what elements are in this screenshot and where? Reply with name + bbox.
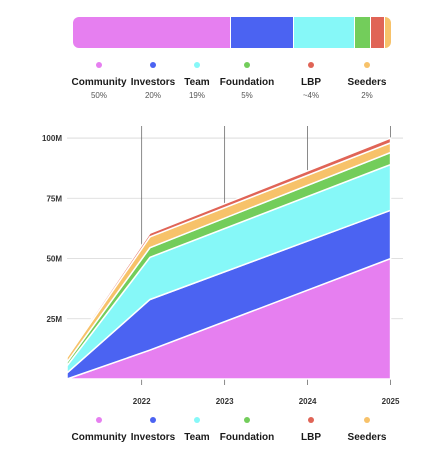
legend-dot-lbp — [308, 62, 314, 68]
legend-item-seeders: Seeders — [327, 417, 407, 443]
legend-dot-community — [96, 62, 102, 68]
bar-segment-lbp — [370, 17, 384, 48]
legend-label: Foundation — [219, 77, 275, 88]
legend-dot-investors — [150, 62, 156, 68]
legend-dot-lbp — [308, 417, 314, 423]
legend-percent: 20% — [144, 91, 161, 100]
legend-label: Community — [71, 77, 127, 88]
legend-label: Team — [184, 77, 210, 88]
legend-label: LBP — [301, 77, 321, 88]
area-seeders — [66, 137, 392, 359]
legend-label: Investors — [130, 77, 176, 88]
legend-item-community: Community — [59, 417, 139, 443]
y-tick-label: 75M — [46, 194, 62, 203]
top-legend: Community 50% Investors 20% Team 19% Foundatio… — [0, 62, 422, 102]
legend-percent: 2% — [361, 91, 373, 100]
x-tick-label: 2025 — [382, 397, 400, 406]
bar-segment-investors — [229, 17, 294, 48]
bar-segment-community — [73, 17, 230, 48]
legend-item-investors: Investors — [113, 417, 193, 443]
legend-item-community: Community 50% — [59, 62, 139, 100]
legend-item-investors: Investors 20% — [113, 62, 193, 100]
y-tick-label: 25M — [46, 315, 62, 324]
bar-segment-foundation — [353, 17, 371, 48]
legend-item-lbp: LBP — [271, 417, 351, 443]
legend-percent: 50% — [90, 91, 107, 100]
x-tick-label: 2022 — [133, 397, 151, 406]
legend-dot-seeders — [364, 62, 370, 68]
legend-item-team: Team — [157, 417, 237, 443]
legend-label: Investors — [130, 432, 176, 443]
legend-label: Seeders — [347, 432, 387, 443]
bar-segment-team — [293, 17, 354, 48]
legend-dot-team — [194, 417, 200, 423]
legend-item-foundation: Foundation — [207, 417, 287, 443]
legend-percent: ~4% — [302, 91, 320, 100]
legend-label: Seeders — [347, 77, 387, 88]
bar-segment-seeders — [383, 17, 391, 48]
legend-item-foundation: Foundation 5% — [207, 62, 287, 100]
legend-dot-investors — [150, 417, 156, 423]
legend-label: Community — [71, 432, 127, 443]
legend-dot-team — [194, 62, 200, 68]
x-tick-label: 2023 — [216, 397, 234, 406]
legend-label: Team — [184, 432, 210, 443]
bottom-legend: Community Investors Team Foundation LBP Seede… — [0, 417, 422, 457]
legend-dot-foundation — [244, 62, 250, 68]
legend-item-lbp: LBP ~4% — [271, 62, 351, 100]
y-tick-label: 50M — [46, 255, 62, 264]
legend-percent: 19% — [188, 91, 205, 100]
legend-label: Foundation — [219, 432, 275, 443]
allocation-bar — [73, 17, 391, 48]
y-tick-label: 100M — [42, 134, 62, 143]
legend-label: LBP — [301, 432, 321, 443]
legend-percent: 5% — [241, 91, 253, 100]
legend-item-seeders: Seeders 2% — [327, 62, 407, 100]
legend-dot-foundation — [244, 417, 250, 423]
legend-dot-community — [96, 417, 102, 423]
legend-dot-seeders — [364, 417, 370, 423]
legend-item-team: Team 19% — [157, 62, 237, 100]
x-tick-label: 2024 — [299, 397, 317, 406]
